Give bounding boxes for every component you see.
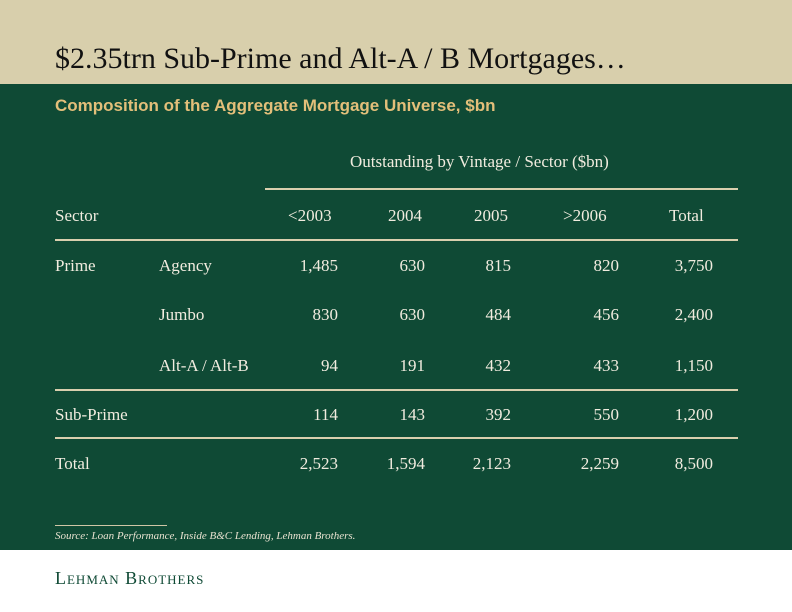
row-sector: Prime — [55, 256, 96, 275]
row-sector: Sub-Prime — [55, 405, 128, 424]
table-cell: 2,259 — [580, 454, 619, 473]
title-band — [0, 0, 792, 84]
table-cell: 1,594 — [386, 454, 425, 473]
table-cell: 3,750 — [674, 256, 713, 275]
source-note: Source: Loan Performance, Inside B&C Len… — [55, 530, 356, 542]
table-cell: 815 — [485, 256, 512, 275]
table-cell: 94 — [321, 356, 338, 375]
table-cell: 432 — [485, 356, 512, 375]
column-header: <2003 — [288, 206, 332, 225]
header-rule — [55, 239, 738, 241]
table-cell: 484 — [485, 305, 512, 324]
table-cell: 2,400 — [674, 305, 713, 324]
page-title: $2.35trn Sub-Prime and Alt-A / B Mortgag… — [55, 42, 626, 75]
row-rule — [55, 437, 738, 439]
table-cell: 830 — [312, 305, 339, 324]
row-subsector: Jumbo — [159, 305, 205, 324]
table-cell: 630 — [399, 256, 426, 275]
lehman-brothers-logo: Lehman Brothers — [55, 568, 205, 588]
group-header: Outstanding by Vintage / Sector ($bn) — [350, 152, 609, 171]
table-cell: 143 — [399, 405, 426, 424]
table-cell: 8,500 — [674, 454, 713, 473]
table-cell: 820 — [593, 256, 620, 275]
table-cell: 2,523 — [299, 454, 338, 473]
table-cell: 2,123 — [472, 454, 511, 473]
table-cell: 191 — [399, 356, 426, 375]
column-header: 2005 — [474, 206, 508, 225]
table-cell: 1,200 — [674, 405, 713, 424]
row-sector: Total — [55, 454, 90, 473]
row-rule — [55, 389, 738, 391]
column-header: 2004 — [388, 206, 422, 225]
table-cell: 630 — [399, 305, 426, 324]
table-cell: 392 — [485, 405, 512, 424]
table-cell: 550 — [593, 405, 620, 424]
content-panel — [0, 84, 792, 550]
column-header: Total — [669, 206, 704, 225]
table-cell: 1,150 — [674, 356, 713, 375]
table-cell: 433 — [593, 356, 620, 375]
page-subtitle: Composition of the Aggregate Mortgage Un… — [55, 96, 496, 115]
table-cell: 114 — [313, 405, 338, 424]
row-subsector: Agency — [159, 256, 212, 275]
column-header: >2006 — [563, 206, 607, 225]
group-header-rule — [265, 188, 738, 190]
sector-header: Sector — [55, 206, 99, 225]
table-cell: 456 — [593, 305, 620, 324]
row-subsector: Alt-A / Alt-B — [159, 356, 249, 375]
table-cell: 1,485 — [299, 256, 338, 275]
source-divider — [55, 525, 167, 526]
